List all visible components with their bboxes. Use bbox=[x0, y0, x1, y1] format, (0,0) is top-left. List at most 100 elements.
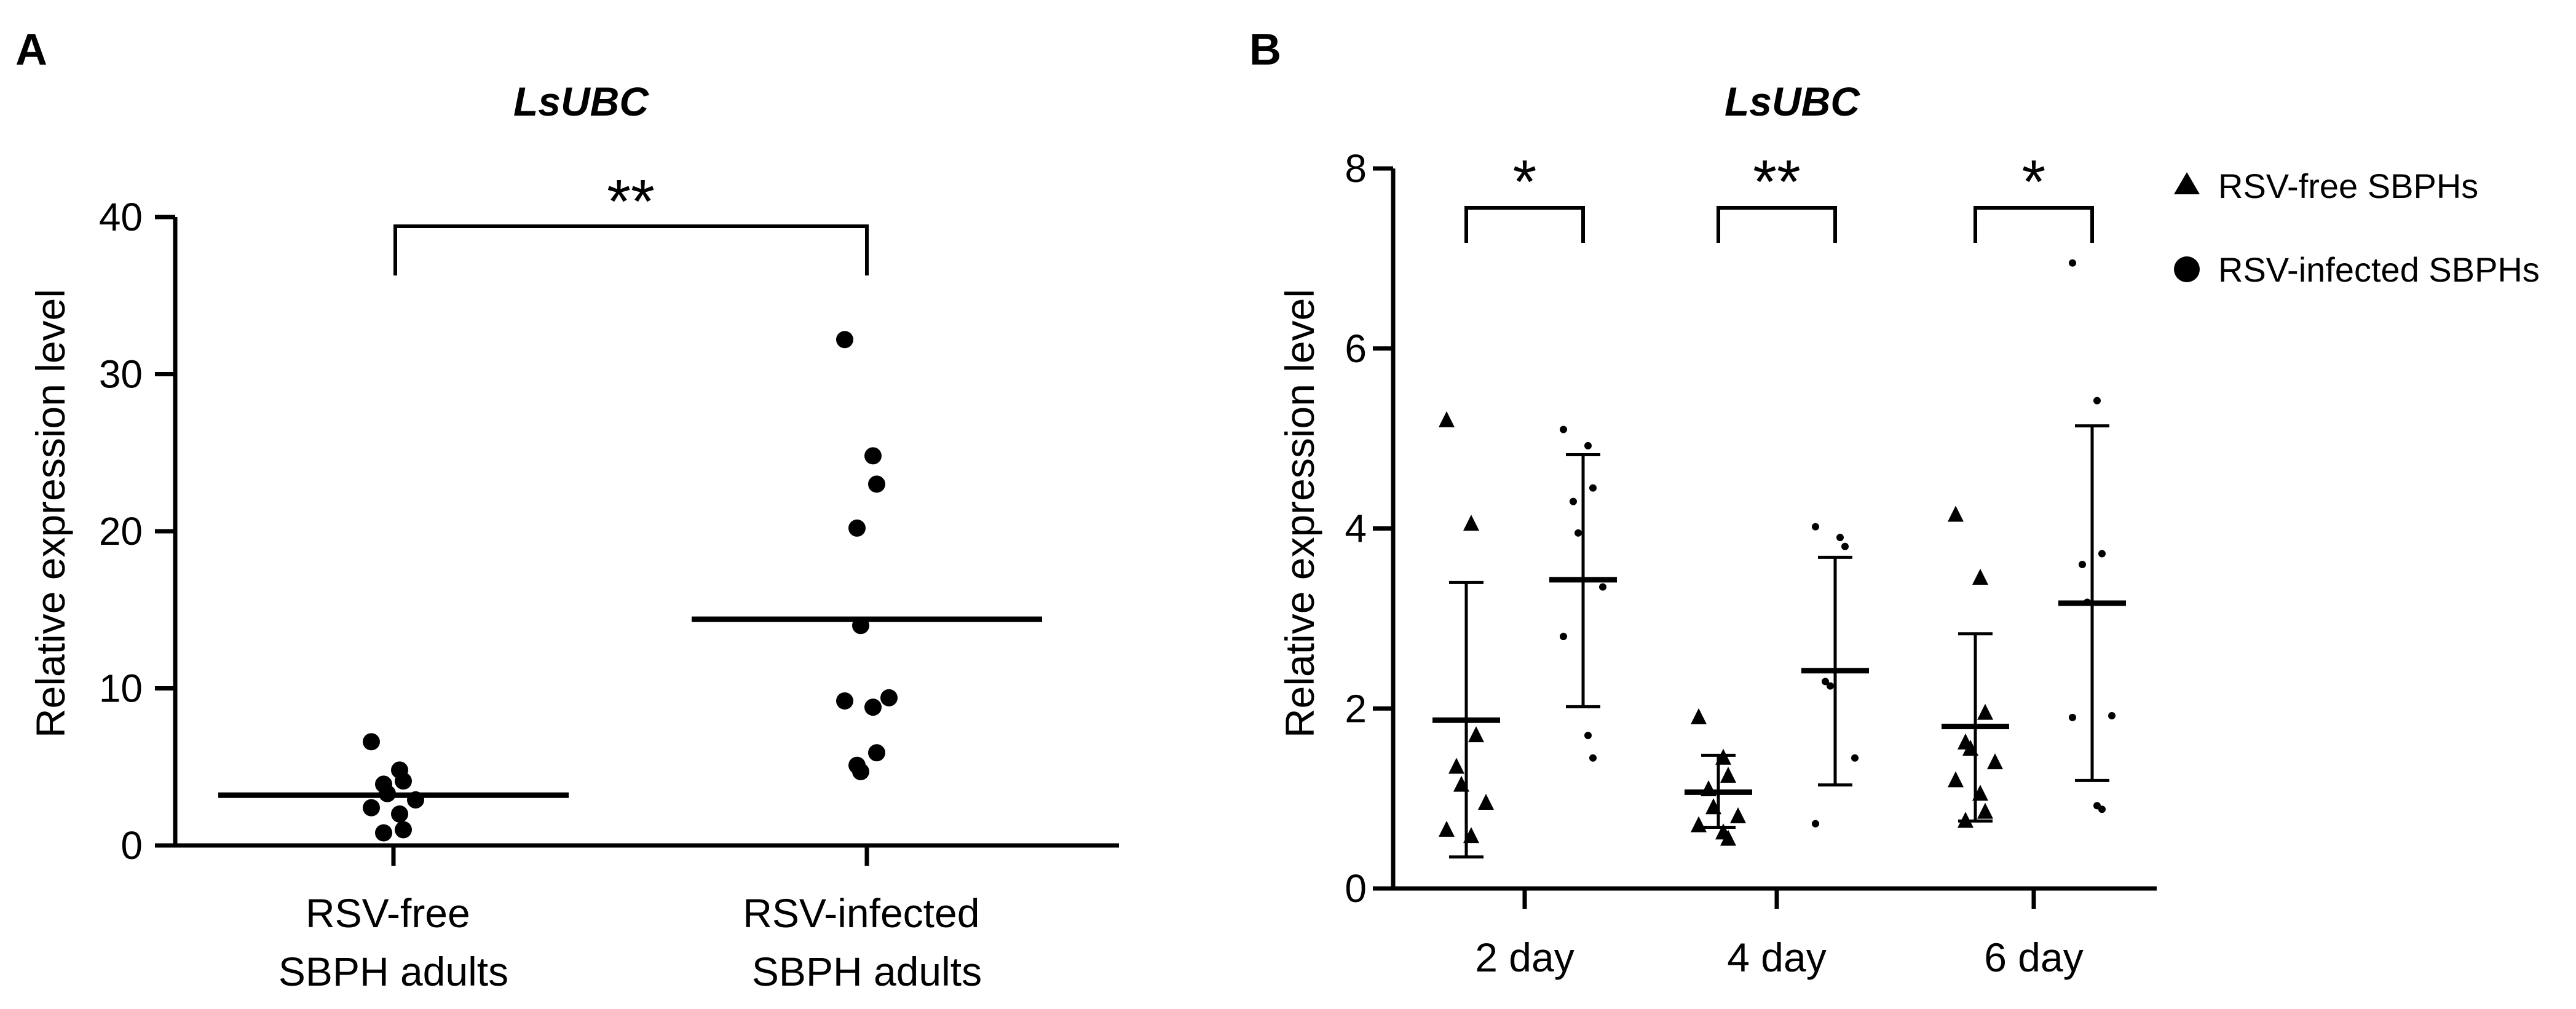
panel-b-point-rsv-free bbox=[1720, 767, 1736, 783]
legend-circle-marker bbox=[2174, 256, 2200, 282]
panel-b-y-tick-label: 8 bbox=[1345, 146, 1367, 191]
panel-b-point-rsv-free bbox=[1439, 820, 1455, 837]
panel-b-x-ticks bbox=[1522, 888, 2036, 909]
panel-a-x-label-1: RSV-infected SBPH adults bbox=[743, 890, 991, 994]
legend-label-rsv-free: RSV-free SBPHs bbox=[2218, 167, 2478, 205]
panel-b-x-tick-label: 6 day bbox=[1984, 935, 2083, 980]
panel-a-x-label-0-line-1: RSV-free bbox=[306, 890, 470, 936]
panel-a-y-tick-label: 20 bbox=[99, 509, 143, 553]
panel-b-point-rsv-infected bbox=[1836, 534, 1844, 542]
panel-b-point-rsv-free bbox=[1691, 708, 1707, 724]
panel-b-y-tick-label: 0 bbox=[1345, 866, 1367, 911]
panel-b-point-rsv-infected bbox=[1599, 583, 1606, 591]
panel-a-point-rsv-infected bbox=[868, 475, 885, 493]
panel-b-significance-bracket bbox=[1464, 206, 1585, 243]
panel-b-point-rsv-free bbox=[1448, 758, 1464, 774]
panel-b-y-ticks: 0 2 4 6 8 bbox=[1345, 146, 1393, 911]
panel-b-point-rsv-infected bbox=[1822, 678, 1829, 686]
panel-b-significance: * ** * bbox=[1464, 148, 2094, 243]
panel-b-point-rsv-free bbox=[1730, 807, 1746, 823]
panel-b-point-rsv-infected bbox=[1812, 820, 1819, 828]
panel-b-point-rsv-infected bbox=[2069, 259, 2076, 267]
panel-a-y-tick-label: 0 bbox=[121, 823, 143, 868]
panel-b-point-rsv-free bbox=[1948, 771, 1964, 788]
panel-a-x-label-0: RSV-free SBPH adults bbox=[279, 890, 508, 994]
panel-b-point-rsv-infected bbox=[1841, 542, 1849, 550]
panel-b-legend: RSV-free SBPHs RSV-infected SBPHs bbox=[2174, 167, 2540, 289]
panel-a-x-ticks bbox=[391, 845, 869, 866]
panel-b-point-rsv-infected bbox=[1570, 497, 1577, 505]
panel-b-significance-bracket bbox=[1717, 206, 1837, 243]
panel-a-x-label-0-line-2: SBPH adults bbox=[279, 949, 508, 994]
panel-a-point-rsv-infected bbox=[864, 698, 882, 716]
panel-b-point-rsv-free bbox=[1478, 793, 1494, 810]
panel-b-y-tick-label: 4 bbox=[1345, 507, 1367, 551]
panel-b-point-rsv-infected bbox=[1560, 633, 1567, 641]
panel-b-point-rsv-infected bbox=[1589, 754, 1597, 762]
panel-b-point-rsv-infected bbox=[1574, 529, 1582, 537]
panel-b-point-rsv-free bbox=[1691, 816, 1707, 833]
panel-a-point-rsv-infected bbox=[868, 744, 885, 762]
panel-a-point-rsv-free bbox=[363, 733, 380, 751]
panel-a-x-label-1-line-1: RSV-infected bbox=[743, 890, 979, 936]
panel-b-point-rsv-infected bbox=[1584, 732, 1592, 740]
panel-a-y-tick-label: 10 bbox=[99, 667, 143, 711]
panel-a-point-rsv-infected bbox=[880, 689, 898, 706]
panel-a-point-rsv-free bbox=[391, 805, 408, 823]
panel-a-y-ticks: 0 10 20 30 40 bbox=[99, 195, 175, 868]
panel-a-y-axis-label: Relative expression level bbox=[28, 289, 73, 738]
panel-b-title: LsUBC bbox=[1725, 79, 1860, 124]
panel-a-label: A bbox=[15, 25, 47, 74]
panel-b-point-rsv-infected bbox=[2093, 397, 2101, 405]
panel-a-point-rsv-infected bbox=[864, 447, 882, 465]
panel-b-y-tick-label: 6 bbox=[1345, 326, 1367, 371]
panel-a-point-rsv-free bbox=[363, 799, 380, 817]
panel-b-point-rsv-free bbox=[1977, 703, 1993, 720]
panel-b-point-rsv-infected bbox=[1584, 441, 1592, 449]
panel-b-point-rsv-free bbox=[1987, 753, 2003, 770]
panel-b-point-rsv-infected bbox=[2108, 711, 2116, 719]
panel-b-significance-label: * bbox=[2022, 148, 2046, 216]
panel-b-point-rsv-free bbox=[1463, 515, 1479, 531]
panel-b-point-rsv-infected bbox=[2069, 713, 2076, 721]
panel-a-point-rsv-infected bbox=[836, 692, 853, 710]
panel-b-point-rsv-free bbox=[1468, 726, 1484, 743]
panel-b-point-rsv-free bbox=[1439, 411, 1455, 427]
panel-b-point-rsv-infected bbox=[2098, 805, 2106, 813]
panel-b-point-rsv-free bbox=[1720, 829, 1736, 846]
panel-a-point-rsv-free bbox=[395, 821, 412, 839]
panel-a-point-rsv-infected bbox=[848, 519, 866, 537]
panel-b-point-rsv-infected bbox=[1851, 754, 1859, 762]
panel-a-significance-bracket bbox=[393, 224, 869, 275]
panel-b-significance-label: ** bbox=[1753, 148, 1801, 216]
panel-b-point-rsv-infected bbox=[1560, 425, 1567, 433]
legend-label-rsv-infected: RSV-infected SBPHs bbox=[2218, 250, 2540, 289]
panel-b-point-rsv-infected bbox=[1589, 484, 1597, 492]
panel-b-point-rsv-free bbox=[1948, 505, 1964, 522]
panel-b-point-rsv-infected bbox=[1812, 523, 1819, 531]
panel-a-point-rsv-free bbox=[375, 824, 392, 842]
panel-b-x-labels: 2 day 4 day 6 day bbox=[1475, 935, 2083, 980]
panel-a-y-tick-label: 40 bbox=[99, 195, 143, 239]
panel-b-y-tick-label: 2 bbox=[1345, 686, 1367, 730]
panel-b-point-rsv-infected bbox=[1827, 682, 1834, 690]
panel-b-significance-bracket bbox=[1973, 206, 2094, 243]
panel-a-points bbox=[363, 331, 898, 842]
panel-b: B LsUBC Relative expression level 02468 … bbox=[1249, 25, 2540, 980]
panel-a-y-tick-label: 30 bbox=[99, 352, 143, 397]
panel-a-mean-lines bbox=[218, 616, 1042, 798]
panel-a-title: LsUBC bbox=[513, 79, 649, 124]
legend-triangle-marker bbox=[2174, 172, 2200, 194]
panel-b-label: B bbox=[1249, 25, 1281, 74]
panel-b-point-rsv-infected bbox=[2079, 561, 2086, 569]
panel-a-point-rsv-infected bbox=[852, 762, 869, 780]
panel-b-x-tick-label: 4 day bbox=[1727, 935, 1826, 980]
panel-a-point-rsv-free bbox=[395, 772, 412, 790]
panel-b-point-rsv-infected bbox=[2098, 550, 2106, 558]
panel-b-x-tick-label: 2 day bbox=[1475, 935, 1574, 980]
panel-b-y-axis-label: Relative expression level bbox=[1277, 289, 1322, 738]
panel-b-error-bars bbox=[1432, 424, 2126, 859]
panel-b-points bbox=[1439, 259, 2116, 846]
panel-b-point-rsv-free bbox=[1972, 569, 1988, 585]
